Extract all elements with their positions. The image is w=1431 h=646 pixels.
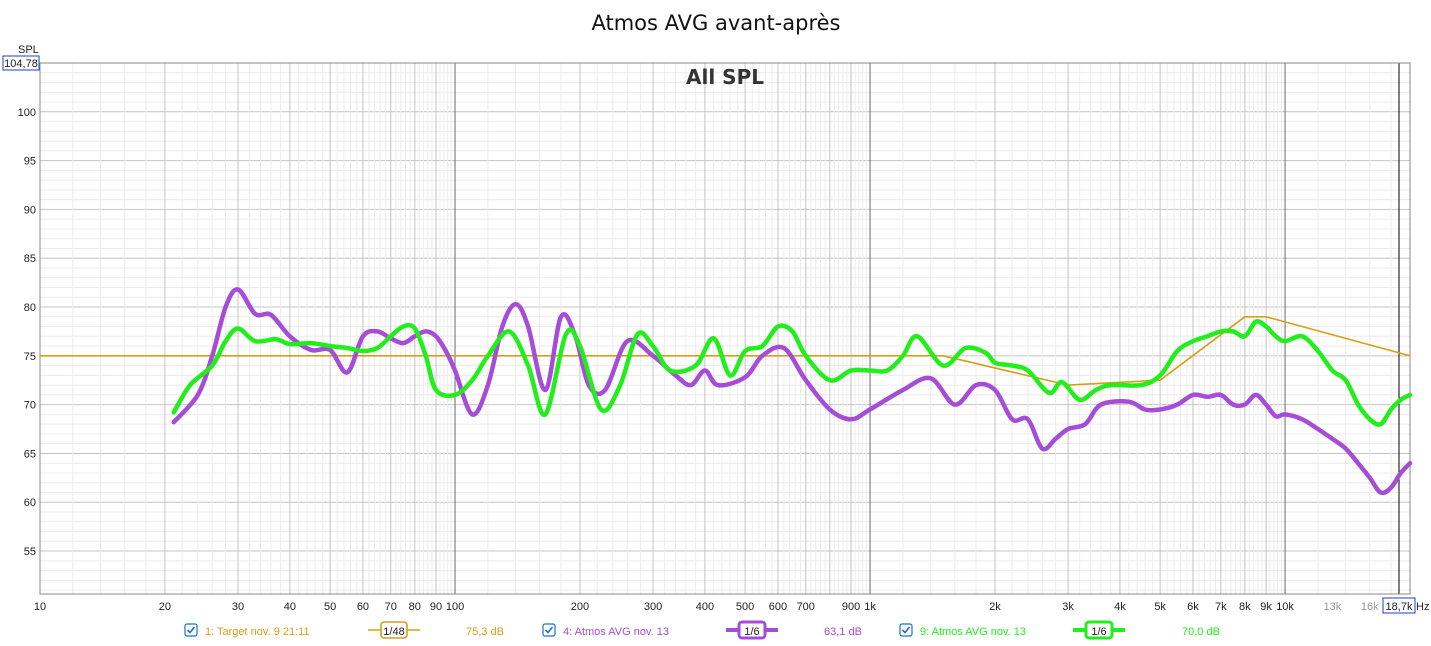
checkmark-icon bbox=[544, 626, 554, 634]
y-cursor-readout: 104,78 bbox=[2, 55, 40, 71]
y-tick-label: 85 bbox=[24, 253, 36, 265]
x-tick-label: 700 bbox=[797, 601, 815, 613]
legend-checkbox[interactable] bbox=[184, 623, 198, 637]
legend-series-name: 9: Atmos AVG nov. 13 bbox=[920, 626, 1026, 638]
x-tick-label: 50 bbox=[324, 601, 336, 613]
legend-series-name: 1: Target nov. 9 21:11 bbox=[205, 626, 310, 638]
y-cursor-value: 104,78 bbox=[4, 58, 38, 70]
x-tick-label: 500 bbox=[736, 601, 754, 613]
y-tick-label: 100 bbox=[18, 107, 36, 119]
x-tick-label: 7k bbox=[1215, 601, 1227, 613]
x-tick-label: 70 bbox=[385, 601, 397, 613]
x-tick-label: 3k bbox=[1062, 601, 1074, 613]
x-tick-label: 300 bbox=[644, 601, 662, 613]
legend-smoothing-badge bbox=[380, 621, 408, 639]
x-tick-label: 4k bbox=[1114, 601, 1126, 613]
y-tick-label: 65 bbox=[24, 448, 36, 460]
x-tick-label: 200 bbox=[571, 601, 589, 613]
x-tick-label: 600 bbox=[769, 601, 787, 613]
x-tick-label: 20 bbox=[159, 601, 171, 613]
legend-smoothing-badge bbox=[737, 620, 767, 640]
x-tick-label: 1k bbox=[864, 601, 876, 613]
x-tick-label: 6k bbox=[1187, 601, 1199, 613]
x-tick-label: 9k bbox=[1260, 601, 1272, 613]
x-axis-ticks: 10 20 30 40 50 60 70 80 90 100 200 300 400 500 600 700 9… bbox=[34, 601, 1379, 613]
y-tick-label: 60 bbox=[24, 497, 36, 509]
legend-series-name: 4: Atmos AVG nov. 13 bbox=[563, 626, 669, 638]
x-cursor-value: 18,7k bbox=[1386, 601, 1413, 613]
x-tick-label: 5k bbox=[1154, 601, 1166, 613]
series-line-1 bbox=[39, 316, 1411, 386]
checkmark-icon bbox=[901, 626, 911, 634]
y-tick-label: 95 bbox=[24, 156, 36, 168]
plot-frame bbox=[39, 62, 1411, 595]
series-line-2 bbox=[171, 287, 1413, 496]
legend-smoothing-value: 1/6 bbox=[744, 626, 759, 638]
legend-checkbox[interactable] bbox=[542, 623, 556, 637]
chart-title: Atmos AVG avant-après bbox=[591, 11, 840, 35]
legend-item-3[interactable]: 9: Atmos AVG nov. 13 1/6 70,0 dB bbox=[899, 620, 1220, 640]
legend-level-value: 70,0 dB bbox=[1182, 626, 1220, 638]
x-tick-label: 40 bbox=[284, 601, 296, 613]
chart-series bbox=[39, 287, 1413, 496]
x-tick-label: 60 bbox=[357, 601, 369, 613]
x-tick-label: 100 bbox=[446, 601, 464, 613]
y-tick-label: 55 bbox=[24, 546, 36, 558]
checkmark-icon bbox=[186, 626, 196, 634]
y-tick-label: 75 bbox=[24, 351, 36, 363]
chart-subtitle: All SPL bbox=[686, 65, 764, 89]
y-tick-label: 80 bbox=[24, 302, 36, 314]
x-tick-label: 900 bbox=[842, 601, 860, 613]
legend-checkbox[interactable] bbox=[899, 623, 913, 637]
chart-legend: 1: Target nov. 9 21:11 1/48 75,3 dB 4: Atmo… bbox=[184, 620, 1220, 640]
legend-smoothing-badge bbox=[1084, 620, 1114, 640]
legend-item-2[interactable]: 4: Atmos AVG nov. 13 1/6 63,1 dB bbox=[542, 620, 862, 640]
x-tick-label: 13k bbox=[1323, 601, 1341, 613]
y-axis-ticks: 55 60 65 70 75 80 85 90 95 100 bbox=[18, 107, 36, 558]
legend-smoothing-value: 1/48 bbox=[383, 626, 404, 638]
legend-item-1[interactable]: 1: Target nov. 9 21:11 1/48 75,3 dB bbox=[184, 621, 504, 639]
x-tick-label: 10 bbox=[34, 601, 46, 613]
x-tick-label: 10k bbox=[1276, 601, 1294, 613]
legend-level-value: 63,1 dB bbox=[824, 626, 862, 638]
x-tick-label: 16k bbox=[1361, 601, 1379, 613]
x-axis-label: Hz bbox=[1416, 601, 1429, 613]
x-cursor-readout: 18,7k bbox=[1382, 597, 1416, 614]
series-line-3 bbox=[171, 319, 1413, 427]
x-tick-label: 30 bbox=[232, 601, 244, 613]
y-tick-label: 90 bbox=[24, 204, 36, 216]
x-tick-label: 8k bbox=[1239, 601, 1251, 613]
y-tick-label: 70 bbox=[24, 400, 36, 412]
chart-grid bbox=[39, 62, 1411, 594]
x-tick-label: 400 bbox=[696, 601, 714, 613]
y-axis-label: SPL bbox=[18, 44, 39, 56]
x-tick-label: 2k bbox=[989, 601, 1001, 613]
x-tick-label: 90 bbox=[430, 601, 442, 613]
legend-smoothing-value: 1/6 bbox=[1091, 626, 1106, 638]
x-tick-label: 80 bbox=[409, 601, 421, 613]
legend-level-value: 75,3 dB bbox=[466, 626, 504, 638]
